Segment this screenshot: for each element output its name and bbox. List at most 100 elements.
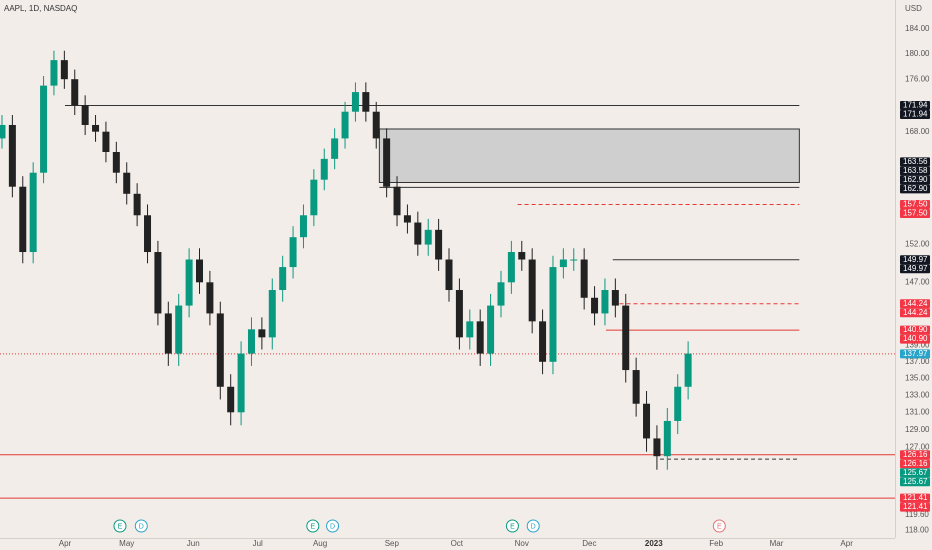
event-label: D: [330, 523, 335, 530]
event-marker: [113, 519, 127, 533]
candle-body: [164, 313, 172, 354]
x-tick-label: May: [119, 539, 134, 548]
candle-body: [383, 138, 391, 187]
price-tag-label: 162.90: [903, 184, 928, 193]
candle-body: [29, 172, 37, 253]
candle-body: [71, 79, 79, 106]
candle-body: [123, 172, 131, 194]
candle-body: [497, 282, 505, 306]
x-tick-label: Apr: [59, 539, 72, 548]
candle-body: [258, 329, 266, 338]
y-tick-label: 135.00: [905, 373, 930, 382]
candle-body: [414, 222, 422, 245]
price-tag: [900, 184, 930, 194]
candle-body: [40, 85, 48, 173]
x-tick-label: Jul: [253, 539, 263, 548]
price-tag: [900, 308, 930, 318]
event-marker: [505, 519, 519, 533]
candle-body: [112, 152, 120, 173]
price-tag: [900, 166, 930, 176]
y-tick-label: 147.00: [905, 277, 930, 286]
event-marker: [134, 519, 148, 533]
price-tag-label: 125.67: [903, 477, 928, 486]
candle-body: [247, 329, 255, 354]
x-tick-label: Aug: [313, 539, 327, 548]
candle-body: [403, 215, 411, 223]
candle-body: [289, 237, 297, 268]
price-tag: [900, 450, 930, 460]
candle-body: [643, 403, 651, 439]
candle-body: [227, 386, 235, 413]
candle-body: [476, 321, 484, 354]
candle-body: [559, 259, 567, 268]
candle-body: [393, 186, 401, 216]
candle-body: [507, 252, 515, 283]
y-tick-label: 176.00: [905, 74, 930, 83]
x-tick-label: Sep: [385, 539, 400, 548]
candle-body: [372, 111, 380, 139]
y-tick-label: 184.00: [905, 24, 930, 33]
candle-body: [60, 60, 68, 80]
candle-body: [331, 138, 339, 159]
supply-zone: [378, 128, 800, 183]
price-tag: [900, 468, 930, 478]
x-tick-label: 2023: [645, 539, 663, 548]
price-tag-label: 162.90: [903, 175, 928, 184]
y-tick-label: 129.00: [905, 425, 930, 434]
y-tick-label: 180.00: [905, 49, 930, 58]
candle-body: [570, 259, 578, 261]
price-tag: [900, 477, 930, 487]
candle-body: [341, 111, 349, 139]
price-tag: [900, 349, 930, 359]
price-tag-label: 121.41: [903, 502, 928, 511]
price-tag-label: 157.50: [903, 200, 928, 209]
x-tick-label: Jun: [187, 539, 200, 548]
y-tick-label: 131.00: [905, 407, 930, 416]
candle-body: [154, 252, 162, 314]
price-tag: [900, 264, 930, 274]
candle-body: [674, 386, 682, 421]
candle-body: [539, 321, 547, 362]
candle-body: [175, 305, 183, 354]
candle-body: [653, 438, 661, 457]
candle-body: [50, 60, 58, 86]
candle-body: [424, 229, 432, 245]
candle-body: [216, 313, 224, 387]
candle-body: [299, 215, 307, 238]
candle-body: [279, 267, 287, 291]
y-tick-label: 119.60: [905, 510, 929, 519]
candle-body: [487, 305, 495, 354]
candle-body: [92, 124, 100, 132]
candle-body: [435, 229, 443, 260]
candle-body: [310, 179, 318, 216]
candle-body: [268, 290, 276, 338]
x-tick-label: Nov: [515, 539, 529, 548]
price-tag-label: 121.41: [903, 493, 928, 502]
y-tick-label: 168.00: [905, 127, 930, 136]
price-tag-label: 140.90: [903, 325, 928, 334]
candle-body: [549, 267, 557, 362]
price-tag-label: 144.24: [903, 308, 928, 317]
candle-body: [0, 124, 6, 139]
candle-body: [351, 92, 359, 112]
price-tag: [900, 157, 930, 167]
x-tick-label: Dec: [582, 539, 596, 548]
currency: USD: [905, 4, 922, 13]
y-tick-label: 152.00: [905, 240, 930, 249]
candle-body: [663, 420, 671, 457]
candle-body: [237, 353, 245, 413]
price-tag-label: 149.97: [903, 264, 928, 273]
price-tag-label: 171.94: [903, 110, 928, 119]
candle-body: [19, 186, 27, 253]
candle-body: [632, 370, 640, 404]
y-tick-label: 139.00: [905, 341, 930, 350]
y-tick-label: 118.00: [905, 525, 929, 534]
candle-body: [455, 290, 463, 338]
price-tag-label: 163.58: [903, 166, 928, 175]
x-tick-label: Oct: [451, 539, 464, 548]
price-tag: [900, 101, 930, 111]
y-tick-label: 127.00: [905, 442, 930, 451]
event-label: D: [531, 523, 536, 530]
event-marker: [526, 519, 540, 533]
